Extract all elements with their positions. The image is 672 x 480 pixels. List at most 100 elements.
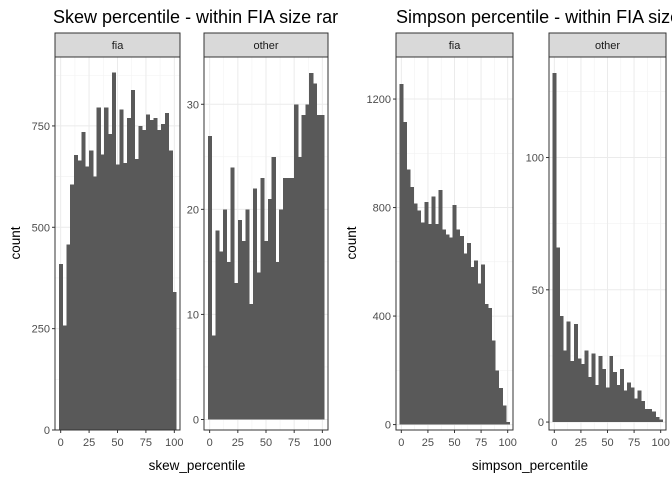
histogram-bar	[290, 177, 295, 420]
histogram-bar	[77, 160, 82, 430]
histogram-bar	[305, 104, 310, 420]
histogram-bar	[641, 400, 646, 423]
histogram-bar	[264, 240, 269, 420]
histogram-bar	[134, 159, 139, 431]
histogram-bar	[123, 163, 128, 430]
histogram-bar	[481, 264, 486, 425]
histogram-bar	[637, 390, 642, 423]
histogram-bar	[145, 114, 151, 430]
histogram-bar	[286, 177, 291, 420]
histogram-bar	[237, 219, 242, 420]
facet-strip	[548, 32, 667, 58]
histogram-bar	[463, 253, 468, 425]
histogram-bar	[573, 324, 578, 423]
x-tick-label: 75	[628, 437, 640, 449]
histogram-bar	[456, 229, 461, 425]
histogram-bar	[420, 222, 425, 425]
y-tick-label: 100	[526, 153, 544, 165]
histogram-bar	[111, 72, 117, 430]
histogram-bar	[226, 261, 231, 420]
y-tick-label: 0	[44, 425, 50, 437]
histogram-bar	[459, 236, 464, 425]
histogram-bar	[413, 203, 418, 425]
histogram-bar	[312, 83, 318, 420]
histogram-bar	[602, 369, 607, 423]
histogram-bar	[62, 325, 67, 430]
y-tick-label: 0	[385, 420, 391, 432]
y-tick-label: 800	[373, 203, 391, 215]
histogram-bar	[498, 387, 503, 425]
histogram-bar	[161, 123, 166, 431]
histogram-bar	[563, 350, 568, 423]
histogram-bar	[66, 244, 71, 430]
histogram-bar	[301, 114, 306, 420]
y-tick-label: 50	[532, 285, 544, 297]
histogram-bar	[505, 421, 510, 425]
histogram-bar	[230, 167, 235, 420]
x-tick-label: 0	[207, 437, 213, 449]
histogram-bar	[570, 361, 575, 423]
x-axis-title-skew: skew_percentile	[149, 458, 246, 473]
histogram-bar	[477, 283, 482, 425]
facet-panel-fia: fia 0 25 50 75 100 0 400 800 1200	[367, 32, 517, 449]
plot-title-skew: Skew percentile - within FIA size rar	[53, 7, 338, 27]
histogram-bar	[449, 237, 454, 425]
histogram-bar	[627, 382, 631, 423]
histogram-bar	[309, 72, 314, 420]
histogram-bar	[153, 117, 158, 430]
histogram-bar	[651, 411, 656, 423]
x-tick-label: 75	[140, 437, 152, 449]
histogram-bar	[96, 107, 101, 430]
histogram-bar	[577, 358, 582, 423]
histogram-bar	[241, 240, 246, 420]
x-tick-label: 25	[575, 437, 587, 449]
histogram-bar	[256, 272, 261, 420]
histogram-bar	[452, 204, 457, 425]
histogram-bar	[644, 408, 649, 423]
histogram-bar	[297, 156, 303, 420]
histogram-bar	[619, 369, 624, 423]
histogram-bar	[442, 229, 447, 425]
histogram-bar	[142, 129, 147, 430]
histogram-bar	[252, 188, 258, 420]
facet-strip-label: other	[253, 40, 278, 52]
histogram-bar	[630, 387, 635, 423]
facet-strip	[203, 32, 329, 58]
histogram-bar	[119, 109, 124, 431]
histogram-bar	[275, 261, 280, 420]
facet-strip-label: other	[595, 40, 620, 52]
x-tick-label: 50	[448, 437, 460, 449]
histogram-bar	[474, 260, 478, 425]
x-tick-label: 0	[551, 437, 557, 449]
y-tick-label: 400	[373, 311, 391, 323]
x-tick-label: 25	[232, 437, 244, 449]
histogram-bar	[495, 370, 500, 425]
histogram-bar	[612, 371, 617, 423]
plot-title-simpson: Simpson percentile - within FIA size	[396, 7, 672, 27]
x-tick-label: 50	[601, 437, 613, 449]
histogram-bar	[427, 223, 432, 425]
x-tick-label: 50	[260, 437, 272, 449]
y-tick-label: 0	[538, 417, 544, 429]
histogram-bar	[424, 202, 429, 425]
histogram-bar	[552, 72, 557, 423]
y-tick-label: 10	[187, 309, 199, 321]
histogram-bar	[130, 90, 135, 430]
histogram-bar	[403, 122, 408, 425]
histogram-bar	[172, 292, 177, 430]
x-tick-label: 0	[398, 437, 404, 449]
histogram-bar	[89, 150, 94, 430]
histogram-bar	[648, 408, 653, 423]
histogram-bar	[559, 316, 564, 423]
y-tick-label: 30	[187, 99, 199, 111]
histogram-bar	[222, 209, 227, 420]
histogram-bar	[320, 114, 325, 420]
histogram-bar	[294, 104, 299, 420]
histogram-bar	[410, 187, 415, 425]
x-tick-label: 50	[111, 437, 123, 449]
histogram-bar	[260, 177, 265, 420]
histogram-bar	[316, 114, 321, 420]
histogram-bar	[245, 209, 250, 420]
histogram-bar	[406, 169, 411, 425]
